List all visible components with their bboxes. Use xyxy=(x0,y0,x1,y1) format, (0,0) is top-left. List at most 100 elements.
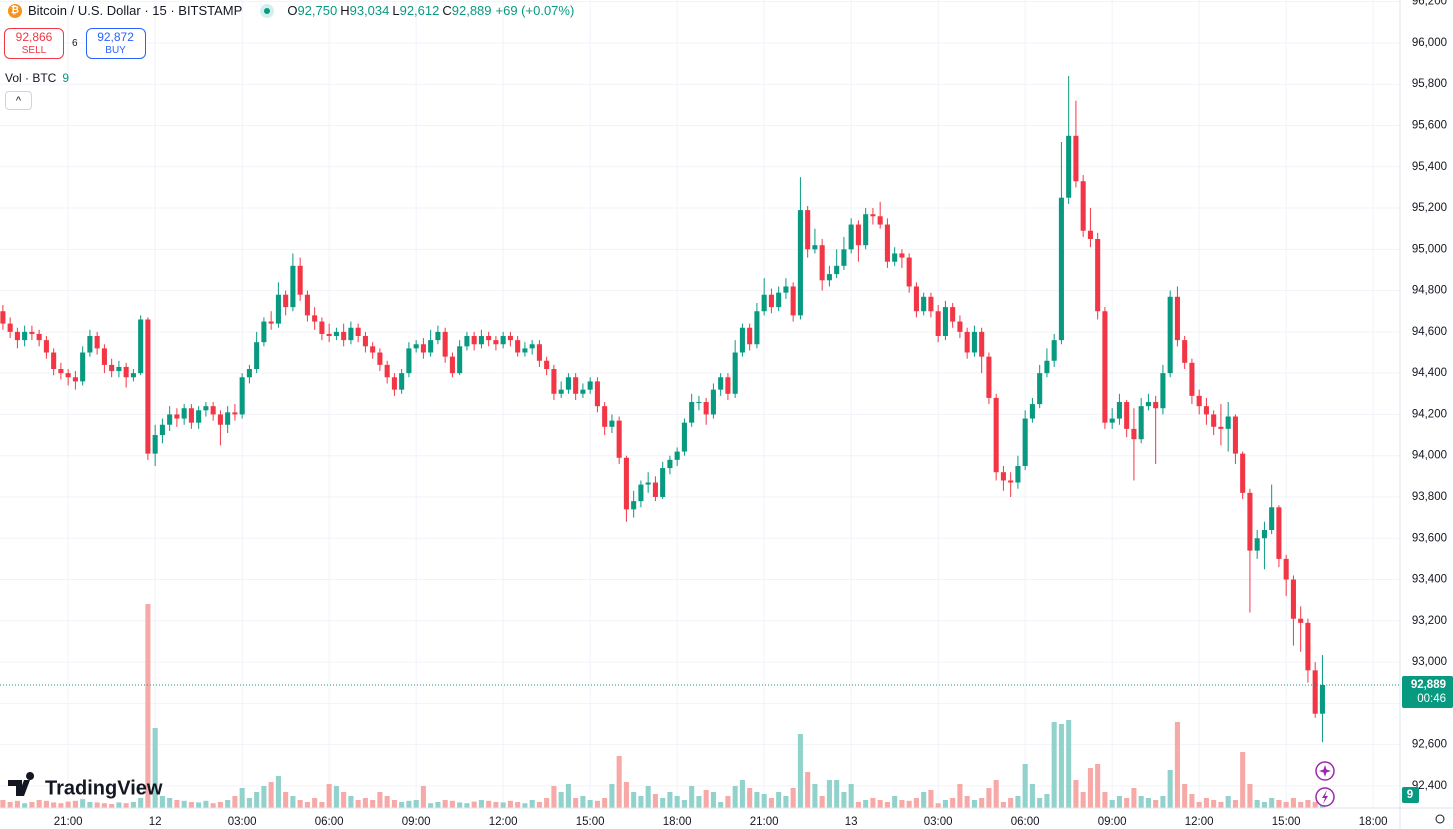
candle-body xyxy=(326,333,332,336)
visibility-toggle[interactable] xyxy=(260,3,275,18)
volume-bar xyxy=(1131,788,1137,808)
sell-button[interactable]: 92,866 SELL xyxy=(4,28,64,59)
candle-body xyxy=(109,364,115,372)
volume-bar xyxy=(1145,798,1151,808)
volume-bar xyxy=(892,796,898,808)
candle-body xyxy=(1080,181,1086,231)
x-tick-label: 12 xyxy=(149,816,162,828)
volume-bar xyxy=(942,800,948,808)
volume-bar xyxy=(1153,800,1159,808)
candle-body xyxy=(319,321,325,334)
candle-body xyxy=(754,311,760,345)
candle-body xyxy=(232,412,238,415)
volume-bar xyxy=(225,800,231,808)
volume-bar xyxy=(935,803,941,808)
volume-bar xyxy=(268,782,274,808)
plot-area xyxy=(0,0,1400,808)
candle-body xyxy=(123,366,129,378)
volume-bar xyxy=(732,786,738,808)
volume-bar xyxy=(333,786,339,808)
candle-body xyxy=(406,348,412,374)
volume-bar xyxy=(507,800,513,808)
candle-body xyxy=(645,482,651,485)
volume-bar xyxy=(848,784,854,808)
volume-bar xyxy=(703,790,709,808)
volume-bar xyxy=(616,756,622,808)
candle-body xyxy=(1044,360,1050,374)
volume-bar xyxy=(478,800,484,808)
candle-body xyxy=(312,315,318,322)
candle-body xyxy=(819,245,825,281)
volume-bar xyxy=(355,800,361,808)
candle-body xyxy=(776,292,782,308)
candle-body xyxy=(384,364,390,378)
last-price-label: 92,889 xyxy=(1411,679,1446,691)
candle-body xyxy=(544,360,550,370)
candle-body xyxy=(1276,507,1282,559)
candle-body xyxy=(747,327,753,345)
candle-body xyxy=(986,356,992,398)
volume-bar xyxy=(449,800,455,808)
volume-bar xyxy=(181,800,187,808)
candle-body xyxy=(261,321,267,343)
volume-bar xyxy=(964,796,970,808)
buy-button[interactable]: 92,872 BUY xyxy=(85,28,146,59)
volume-bar xyxy=(326,784,332,808)
candle-body xyxy=(1102,311,1108,423)
candle-body xyxy=(921,296,927,312)
volume-bar xyxy=(1029,784,1035,808)
volume-bar xyxy=(428,803,434,808)
volume-bar xyxy=(551,786,557,808)
candle-body xyxy=(65,373,71,378)
y-tick-label: 93,400 xyxy=(1412,574,1447,586)
candle-body xyxy=(515,340,521,353)
candle-body xyxy=(739,327,745,353)
x-tick-label: 12:00 xyxy=(489,816,518,828)
sell-price: 92,866 xyxy=(15,30,53,44)
x-tick-label: 06:00 xyxy=(1011,816,1040,828)
volume-bar xyxy=(65,801,71,808)
volume-bar xyxy=(558,792,564,808)
volume-bar xyxy=(159,796,165,808)
candle-body xyxy=(297,265,303,295)
volume-bar xyxy=(239,788,245,808)
settings-icon[interactable] xyxy=(1435,814,1445,824)
y-tick-label: 92,400 xyxy=(1412,780,1447,792)
candle-body xyxy=(964,331,970,353)
volume-legend-label: Vol · BTC xyxy=(5,71,57,85)
candle-body xyxy=(710,389,716,415)
volume-bar xyxy=(754,792,760,808)
candle-body xyxy=(304,294,310,316)
volume-bar xyxy=(1116,796,1122,808)
volume-bar xyxy=(1283,802,1289,808)
volume-bar xyxy=(500,802,506,808)
candle-body xyxy=(623,457,629,510)
volume-bar xyxy=(348,796,354,808)
candle-body xyxy=(196,410,202,423)
collapse-button[interactable]: ^ xyxy=(5,91,32,110)
candle-body xyxy=(783,286,789,293)
candle-body xyxy=(1211,414,1217,427)
volume-bar xyxy=(819,796,825,808)
volume-bar xyxy=(906,800,912,808)
candle-body xyxy=(1225,416,1231,429)
volume-bar xyxy=(304,802,310,808)
candle-body xyxy=(1095,238,1101,312)
candle-body xyxy=(1240,453,1246,493)
candle-body xyxy=(159,424,165,436)
candle-body xyxy=(94,335,100,349)
candle-body xyxy=(1087,230,1093,239)
x-tick-label: 09:00 xyxy=(1098,816,1127,828)
candle-body xyxy=(522,348,528,353)
candle-body xyxy=(993,397,999,473)
candle-body xyxy=(217,414,223,425)
candle-body xyxy=(1196,395,1202,407)
volume-bar xyxy=(1276,800,1282,808)
candle-body xyxy=(681,422,687,452)
candle-body xyxy=(51,352,57,370)
volume-bar xyxy=(1247,784,1253,808)
candle-body xyxy=(616,420,622,458)
volume-bar xyxy=(747,788,753,808)
candle-body xyxy=(768,294,774,308)
candle-body xyxy=(1037,373,1043,405)
